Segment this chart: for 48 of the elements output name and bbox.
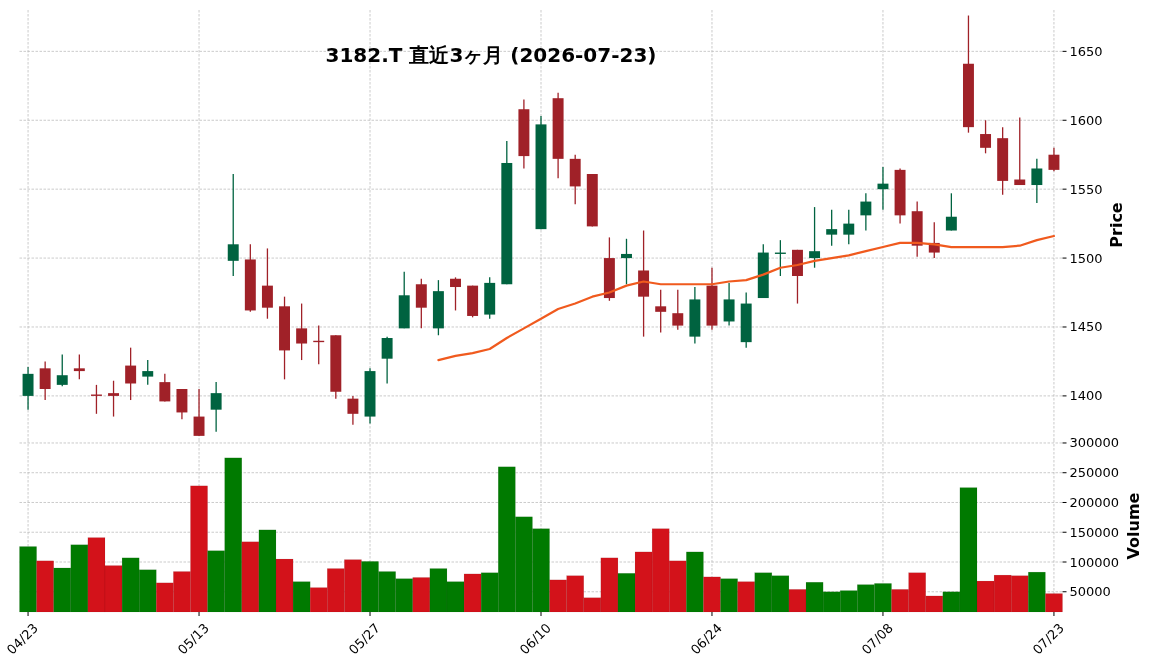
- y-tick-label: 1600: [1069, 112, 1103, 128]
- y-tick-label: 250000: [1069, 465, 1120, 481]
- candlestick: [56, 353, 68, 387]
- y-axis-title: Volume: [1123, 492, 1143, 560]
- candlestick: [672, 289, 684, 331]
- candlestick: [621, 238, 632, 285]
- candlestick: [843, 209, 855, 245]
- candlestick: [415, 278, 427, 330]
- candlestick: [877, 166, 889, 211]
- candlestick: [450, 276, 461, 312]
- y-axis-title: Price: [1107, 202, 1127, 248]
- candlestick: [860, 192, 872, 232]
- candlestick: [125, 347, 137, 401]
- line-series: [437, 234, 1056, 362]
- candlestick: [261, 247, 273, 320]
- text: 3182.T 直近3ヶ月 (2026-07-23): [325, 43, 657, 67]
- candlestick: [381, 335, 393, 385]
- y-tick-label: 1650: [1069, 43, 1103, 59]
- y-tick-label: 200000: [1069, 494, 1120, 510]
- candlestick: [210, 381, 222, 433]
- y-tick-label: 100000: [1069, 554, 1120, 570]
- candlestick: [945, 192, 957, 232]
- y-tick-label: 1400: [1069, 388, 1103, 404]
- candlestick: [1031, 158, 1043, 204]
- y-tick-label: 1450: [1069, 319, 1103, 335]
- candlestick: [655, 289, 667, 334]
- candlestick: [108, 380, 120, 418]
- candlestick: [1014, 116, 1026, 186]
- candlestick: [980, 119, 992, 154]
- candlestick: [347, 395, 359, 426]
- candlestick: [176, 388, 188, 420]
- y-tick-label: 150000: [1069, 524, 1120, 540]
- candlestick: [809, 206, 821, 269]
- candlestick: [193, 388, 205, 437]
- candlestick: [296, 302, 308, 361]
- candlestick: [73, 353, 85, 381]
- candlestick: [723, 282, 735, 327]
- candlestick: [39, 360, 51, 401]
- y-tick-label: 1500: [1069, 250, 1103, 266]
- y-tick-label: 50000: [1069, 584, 1111, 600]
- candlestick: [826, 209, 838, 247]
- candlestick: [142, 359, 154, 386]
- candlestick: [22, 366, 34, 411]
- candlestick: [227, 173, 239, 277]
- candlestick: [1048, 147, 1060, 172]
- y-tick-label: 300000: [1069, 435, 1120, 451]
- candlestick: [159, 373, 171, 403]
- y-tick-label: 1550: [1069, 181, 1103, 197]
